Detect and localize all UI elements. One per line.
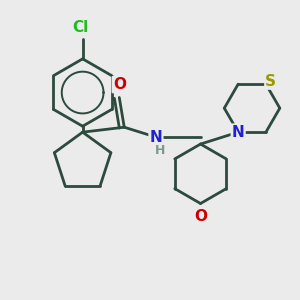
Text: H: H bbox=[155, 145, 165, 158]
Text: S: S bbox=[266, 74, 276, 88]
Text: O: O bbox=[194, 209, 207, 224]
Text: Cl: Cl bbox=[73, 20, 89, 34]
Text: N: N bbox=[232, 125, 244, 140]
Text: N: N bbox=[150, 130, 162, 145]
Text: O: O bbox=[113, 77, 126, 92]
